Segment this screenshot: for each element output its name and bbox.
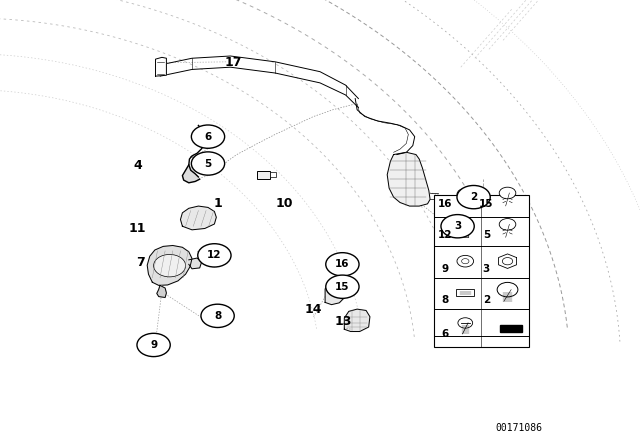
Polygon shape (157, 285, 166, 297)
Text: 14: 14 (305, 302, 323, 316)
Text: 15: 15 (335, 282, 349, 292)
Polygon shape (499, 254, 516, 268)
Polygon shape (182, 165, 200, 183)
Text: 16: 16 (335, 259, 349, 269)
Text: 9: 9 (441, 264, 449, 274)
Circle shape (326, 275, 359, 298)
Text: 15: 15 (479, 199, 493, 209)
Circle shape (441, 215, 474, 238)
Circle shape (191, 152, 225, 175)
Polygon shape (180, 206, 216, 230)
Circle shape (137, 333, 170, 357)
Circle shape (458, 318, 473, 328)
Polygon shape (189, 258, 202, 269)
Circle shape (457, 189, 474, 200)
Circle shape (198, 244, 231, 267)
Polygon shape (147, 246, 192, 285)
FancyBboxPatch shape (257, 171, 270, 179)
Text: 5: 5 (483, 230, 490, 240)
FancyBboxPatch shape (434, 195, 529, 347)
Text: 6: 6 (204, 132, 212, 142)
Text: 13: 13 (335, 314, 353, 328)
Text: 16: 16 (438, 199, 452, 209)
Polygon shape (344, 309, 370, 332)
Text: 1: 1 (213, 197, 222, 211)
Text: 12: 12 (438, 230, 452, 240)
Circle shape (191, 125, 225, 148)
Text: 3: 3 (483, 264, 490, 274)
Text: 10: 10 (276, 197, 294, 211)
FancyBboxPatch shape (456, 289, 474, 297)
Text: 12: 12 (207, 250, 221, 260)
Polygon shape (156, 57, 166, 76)
FancyBboxPatch shape (270, 172, 276, 177)
Circle shape (461, 258, 469, 264)
Circle shape (201, 304, 234, 327)
Text: 4: 4 (133, 159, 142, 172)
Circle shape (499, 219, 516, 230)
Circle shape (326, 253, 359, 276)
Circle shape (457, 185, 490, 209)
Circle shape (499, 187, 516, 199)
Circle shape (502, 258, 513, 265)
Text: 9: 9 (150, 340, 157, 350)
Polygon shape (500, 325, 522, 332)
Text: 11: 11 (129, 222, 147, 235)
Text: 3: 3 (454, 221, 461, 231)
Text: 6: 6 (441, 329, 449, 339)
Polygon shape (387, 152, 430, 206)
Circle shape (457, 255, 474, 267)
Text: 8: 8 (441, 295, 449, 305)
Text: 00171086: 00171086 (495, 423, 542, 433)
Circle shape (457, 220, 474, 232)
Text: 5: 5 (204, 159, 212, 168)
Text: 17: 17 (225, 56, 243, 69)
Polygon shape (325, 280, 347, 305)
Text: 8: 8 (214, 311, 221, 321)
Text: 2: 2 (470, 192, 477, 202)
Text: 2: 2 (483, 295, 490, 305)
Text: 7: 7 (136, 255, 145, 269)
Circle shape (497, 282, 518, 297)
Circle shape (154, 254, 186, 277)
